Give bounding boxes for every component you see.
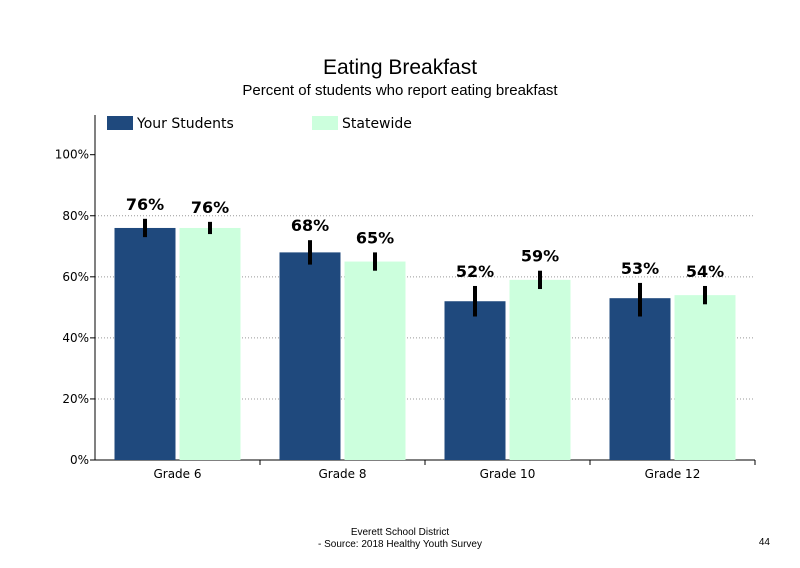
data-label: 76% [126, 195, 164, 214]
legend-label: Your Students [136, 116, 234, 132]
x-tick-label: Grade 12 [645, 467, 701, 481]
y-tick-label: 100% [55, 148, 89, 162]
bar-statewide [179, 227, 241, 460]
x-tick-label: Grade 6 [153, 467, 201, 481]
bar-statewide [674, 295, 736, 460]
legend-swatch-your-students [107, 116, 133, 130]
data-label: 68% [291, 216, 329, 235]
data-label: 52% [456, 262, 494, 281]
y-tick-label: 80% [62, 209, 89, 223]
y-tick-label: 20% [62, 392, 89, 406]
footer-source: - Source: 2018 Healthy Youth Survey [318, 539, 482, 550]
bar-your-students [279, 252, 341, 460]
y-tick-label: 40% [62, 331, 89, 345]
data-label: 65% [356, 228, 394, 247]
x-tick-label: Grade 8 [318, 467, 366, 481]
data-label: 59% [521, 247, 559, 266]
bar-your-students [444, 301, 506, 460]
y-tick-label: 60% [62, 270, 89, 284]
chart-subtitle: Percent of students who report eating br… [242, 82, 558, 99]
footer: Everett School District - Source: 2018 H… [0, 527, 800, 551]
y-tick-label: 0% [70, 453, 89, 467]
data-label: 76% [191, 198, 229, 217]
bar-statewide [509, 279, 571, 460]
legend-swatch-statewide [312, 116, 338, 130]
page-number: 44 [758, 537, 770, 548]
x-tick-label: Grade 10 [480, 467, 536, 481]
bar-statewide [344, 261, 406, 460]
data-label: 54% [686, 262, 724, 281]
data-label: 53% [621, 259, 659, 278]
bar-your-students [609, 298, 671, 460]
footer-district: Everett School District [350, 527, 450, 538]
bar-your-students [114, 227, 176, 460]
legend-label: Statewide [342, 116, 412, 132]
chart-title: Eating Breakfast [322, 56, 478, 79]
